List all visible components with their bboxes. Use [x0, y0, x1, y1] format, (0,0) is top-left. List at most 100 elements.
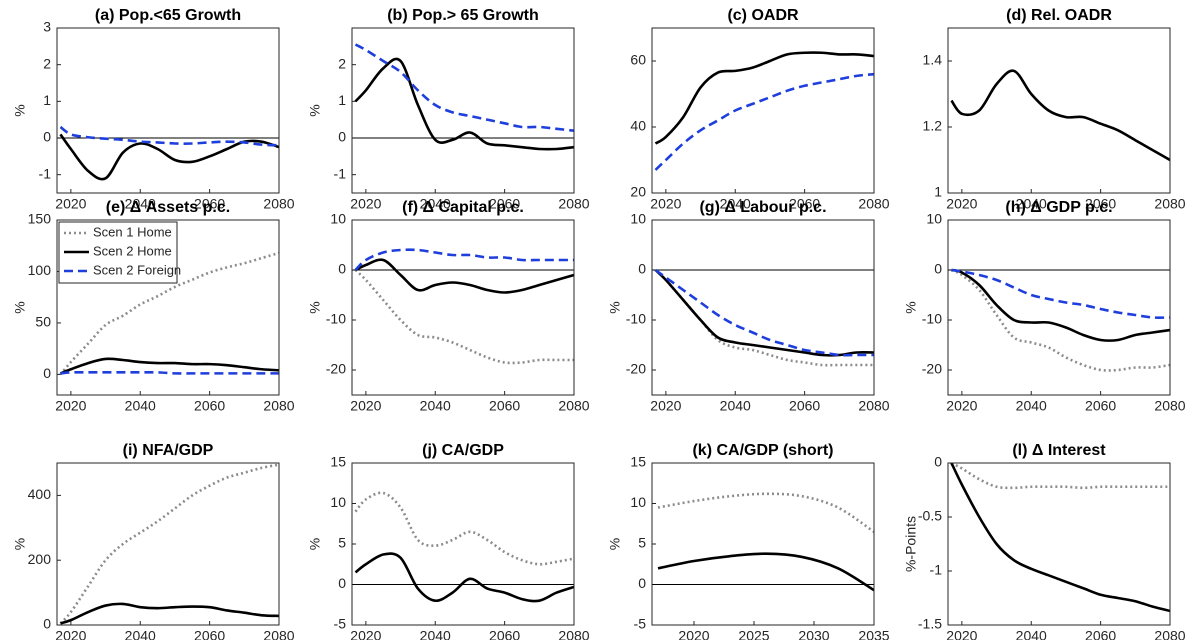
y-tick-label: 5 [338, 535, 346, 551]
y-tick-label: -1 [39, 165, 52, 181]
y-tick-label: 100 [28, 262, 52, 278]
series-line [59, 251, 279, 376]
x-tick-label: 2060 [194, 398, 225, 414]
panel-title: (i) NFA/GDP [123, 442, 214, 459]
series-line [654, 72, 874, 171]
axes-frame [651, 219, 875, 396]
y-tick-label: 15 [330, 454, 346, 470]
y-tick-label: 0 [43, 129, 51, 145]
y-tick-label: -5 [334, 616, 347, 632]
x-tick-label: 2060 [489, 196, 520, 212]
series-line [60, 370, 279, 375]
y-tick-label: 2 [43, 55, 51, 71]
y-tick-label: 60 [630, 52, 646, 68]
series-line [657, 552, 874, 592]
y-tick-label: 1.2 [923, 118, 943, 134]
y-tick-label: -5 [634, 616, 647, 632]
x-tick-label: 2060 [789, 398, 820, 414]
x-tick-label: 2020 [946, 398, 977, 414]
legend-label: Scen 2 Home [93, 243, 172, 258]
y-tick-label: -20 [922, 361, 942, 377]
y-tick-label: -0.5 [918, 508, 942, 524]
panel-title: (j) CA/GDP [422, 442, 504, 459]
x-tick-label: 2080 [263, 398, 294, 414]
panel-title: (k) CA/GDP (short) [692, 442, 833, 459]
axes-frame [351, 27, 575, 194]
x-tick-label: 2040 [420, 196, 451, 212]
x-tick-label: 2080 [1154, 196, 1185, 212]
panel: (a) Pop.<65 Growth% -1 0 1 2 3 2020 2040 2060 208… [12, 7, 295, 211]
y-tick-label: 5 [638, 535, 646, 551]
x-tick-label: 2020 [650, 398, 681, 414]
series-line [951, 268, 1170, 342]
y-axis-label: % [903, 301, 919, 313]
y-tick-label: 10 [330, 494, 346, 510]
x-tick-label: 2035 [858, 628, 889, 640]
y-tick-label: -1 [930, 562, 943, 578]
y-tick-label: -10 [626, 311, 646, 327]
y-axis-label: % [307, 104, 323, 116]
y-axis-label: % [307, 538, 323, 550]
panel-title: (e) Δ Assets p.c. [106, 199, 230, 216]
series-line [654, 268, 874, 357]
x-tick-label: 2020 [350, 628, 381, 640]
y-tick-label: 50 [35, 314, 51, 330]
x-tick-label: 2080 [858, 398, 889, 414]
x-tick-label: 2060 [1085, 196, 1116, 212]
axes-frame [651, 27, 875, 194]
x-tick-label: 2040 [720, 398, 751, 414]
axes-frame [651, 462, 875, 626]
y-tick-label: -1 [334, 165, 347, 181]
x-tick-label: 2040 [720, 196, 751, 212]
series-line [951, 268, 1170, 319]
panel-title: (l) Δ Interest [1012, 442, 1106, 459]
axes-frame [947, 219, 1171, 396]
series-line [950, 463, 1170, 613]
series-line [950, 463, 1170, 490]
y-tick-label: 0 [338, 575, 346, 591]
x-tick-label: 2080 [558, 628, 589, 640]
series-line [354, 43, 574, 132]
x-tick-label: 2020 [350, 398, 381, 414]
x-tick-label: 2040 [420, 628, 451, 640]
x-tick-label: 2080 [1154, 628, 1185, 640]
x-tick-label: 2060 [789, 196, 820, 212]
x-tick-label: 2040 [1016, 628, 1047, 640]
axes-frame [351, 219, 575, 396]
y-tick-label: 0 [934, 454, 942, 470]
y-tick-label: 0 [43, 616, 51, 632]
y-tick-label: 1.4 [923, 52, 943, 68]
panel: (k) CA/GDP (short)% -5 0 5 10 15 2020 2025 2030 2… [607, 442, 890, 640]
series-line [950, 69, 1170, 162]
y-tick-label: 150 [28, 211, 52, 227]
x-tick-label: 2040 [125, 628, 156, 640]
y-axis-label: % [607, 301, 623, 313]
series-line [654, 269, 874, 367]
axes-frame [947, 27, 1171, 194]
x-tick-label: 2060 [1085, 398, 1116, 414]
x-tick-label: 2080 [858, 196, 889, 212]
x-tick-label: 2025 [738, 628, 769, 640]
series-line [354, 248, 574, 271]
x-tick-label: 2060 [489, 628, 520, 640]
y-tick-label: 0 [638, 261, 646, 277]
panel-title: (c) OADR [727, 7, 799, 24]
y-axis-label: % [607, 538, 623, 550]
x-tick-label: 2040 [125, 196, 156, 212]
panel-title: (f) Δ Capital p.c. [402, 199, 524, 216]
x-tick-label: 2060 [489, 398, 520, 414]
series-line [654, 269, 874, 357]
axes-frame [56, 462, 280, 626]
x-tick-label: 2040 [125, 398, 156, 414]
y-tick-label: 400 [28, 486, 52, 502]
x-tick-label: 2020 [55, 196, 86, 212]
x-tick-label: 2080 [263, 628, 294, 640]
panel-title: (h) Δ GDP p.c. [1005, 199, 1112, 216]
y-axis-label: % [307, 301, 323, 313]
x-tick-label: 2040 [420, 398, 451, 414]
x-tick-label: 2020 [55, 398, 86, 414]
x-tick-label: 2080 [263, 196, 294, 212]
y-axis-label: % [12, 301, 28, 313]
